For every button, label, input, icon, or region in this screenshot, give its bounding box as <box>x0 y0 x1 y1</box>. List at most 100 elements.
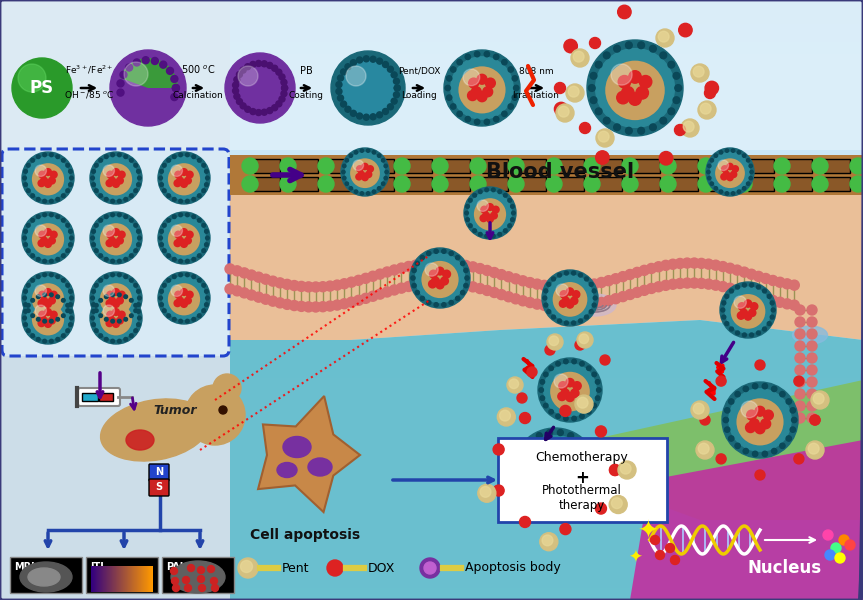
Circle shape <box>544 403 548 408</box>
Circle shape <box>23 230 28 233</box>
Circle shape <box>404 281 413 292</box>
Circle shape <box>774 176 790 192</box>
Circle shape <box>110 273 115 277</box>
Circle shape <box>749 176 753 180</box>
Circle shape <box>463 284 468 288</box>
Circle shape <box>489 287 500 298</box>
Circle shape <box>356 158 372 174</box>
Circle shape <box>185 385 245 445</box>
Circle shape <box>179 153 182 157</box>
Circle shape <box>94 284 98 287</box>
FancyBboxPatch shape <box>230 173 863 195</box>
Circle shape <box>355 190 357 193</box>
Polygon shape <box>230 195 863 340</box>
Text: PB: PB <box>299 66 312 76</box>
Circle shape <box>49 293 54 296</box>
Circle shape <box>675 85 682 91</box>
Circle shape <box>61 278 65 282</box>
Circle shape <box>106 240 113 247</box>
Circle shape <box>211 577 217 584</box>
Circle shape <box>725 283 735 293</box>
Circle shape <box>110 340 115 343</box>
Wedge shape <box>731 294 765 329</box>
Circle shape <box>571 49 589 67</box>
Circle shape <box>345 158 349 162</box>
Circle shape <box>238 66 258 86</box>
Circle shape <box>27 277 69 319</box>
Circle shape <box>753 292 764 301</box>
Circle shape <box>736 176 752 192</box>
Circle shape <box>735 331 740 335</box>
Circle shape <box>39 291 46 298</box>
Circle shape <box>104 197 108 201</box>
Circle shape <box>487 203 494 211</box>
Circle shape <box>331 51 405 125</box>
Circle shape <box>795 377 805 387</box>
Circle shape <box>381 182 385 185</box>
Circle shape <box>192 257 196 261</box>
Circle shape <box>450 67 456 72</box>
Circle shape <box>48 237 55 244</box>
Circle shape <box>755 424 765 434</box>
Circle shape <box>368 291 378 301</box>
Circle shape <box>577 332 593 348</box>
Circle shape <box>198 254 201 257</box>
Wedge shape <box>100 163 132 196</box>
FancyBboxPatch shape <box>330 159 356 173</box>
Circle shape <box>500 410 510 421</box>
Circle shape <box>525 278 535 287</box>
Text: OH$^-$/85 $^o$C: OH$^-$/85 $^o$C <box>64 89 115 100</box>
FancyBboxPatch shape <box>444 177 470 191</box>
Circle shape <box>27 249 30 253</box>
Circle shape <box>69 243 72 247</box>
Circle shape <box>725 192 728 195</box>
Circle shape <box>795 353 805 363</box>
Circle shape <box>61 314 65 317</box>
Circle shape <box>279 74 285 80</box>
Circle shape <box>117 293 121 296</box>
Circle shape <box>56 257 60 261</box>
Circle shape <box>39 311 46 318</box>
Circle shape <box>441 277 449 285</box>
Circle shape <box>551 315 556 319</box>
Circle shape <box>725 263 735 273</box>
Circle shape <box>504 292 513 302</box>
Circle shape <box>22 236 27 240</box>
Circle shape <box>614 124 620 131</box>
Circle shape <box>91 303 96 307</box>
Circle shape <box>746 182 750 185</box>
Text: Pent/DOX: Pent/DOX <box>398 67 440 76</box>
Circle shape <box>760 293 771 304</box>
Circle shape <box>318 158 334 174</box>
FancyBboxPatch shape <box>748 177 774 191</box>
Circle shape <box>90 272 142 324</box>
Circle shape <box>27 284 30 287</box>
Circle shape <box>110 319 115 323</box>
Circle shape <box>508 158 524 174</box>
Circle shape <box>700 415 710 425</box>
Circle shape <box>728 436 734 441</box>
Circle shape <box>345 152 385 191</box>
Circle shape <box>171 94 178 101</box>
Circle shape <box>354 275 363 286</box>
Circle shape <box>738 303 746 310</box>
Circle shape <box>370 114 376 120</box>
Wedge shape <box>350 158 380 188</box>
Circle shape <box>508 67 513 72</box>
Circle shape <box>556 414 560 418</box>
Wedge shape <box>32 223 64 256</box>
Circle shape <box>556 362 560 366</box>
Circle shape <box>126 64 133 71</box>
Circle shape <box>457 111 463 116</box>
Circle shape <box>603 117 610 124</box>
Circle shape <box>48 177 55 184</box>
Circle shape <box>412 268 416 272</box>
Circle shape <box>786 399 791 404</box>
Circle shape <box>261 61 268 67</box>
Circle shape <box>186 584 192 592</box>
Circle shape <box>163 277 205 319</box>
Circle shape <box>710 152 750 191</box>
Circle shape <box>466 218 469 221</box>
Circle shape <box>485 188 488 191</box>
Circle shape <box>345 64 351 70</box>
